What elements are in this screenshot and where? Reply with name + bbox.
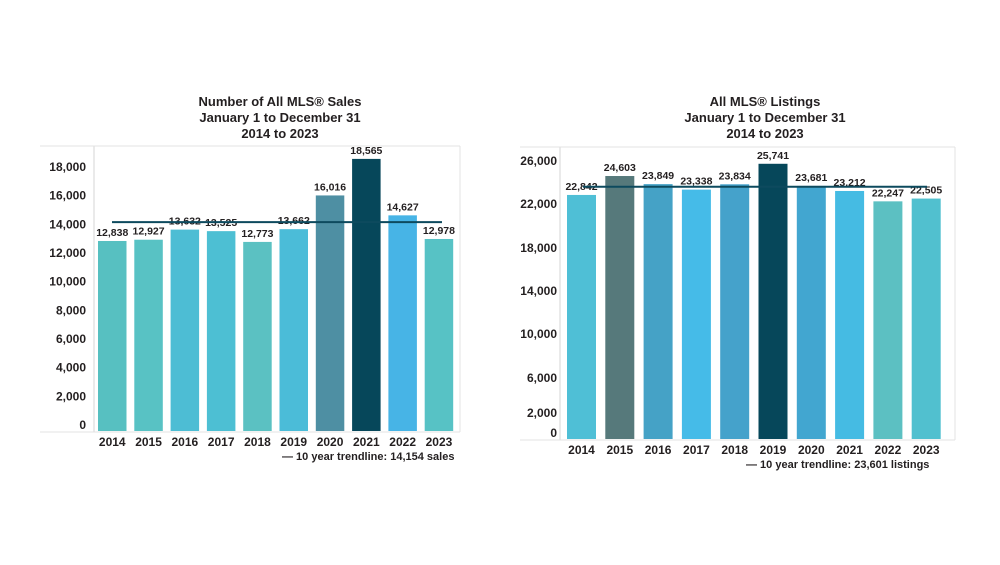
sales-bar [352, 158, 381, 431]
listings-y-tick-label: 10,000 [520, 327, 557, 341]
sales-y-tick-label: 2,000 [56, 389, 86, 403]
listings-y-tick-label: 14,000 [520, 284, 557, 298]
sales-bar [279, 229, 308, 431]
listings-x-tick-label: 2021 [836, 443, 863, 457]
listings-bar-value-label: 22,842 [565, 181, 597, 193]
sales-x-tick-label: 2015 [135, 435, 162, 449]
sales-title-line-2: January 1 to December 31 [199, 110, 361, 125]
sales-y-tick-label: 0 [79, 418, 86, 432]
listings-y-tick-label: 2,000 [527, 406, 557, 420]
sales-bar [98, 240, 127, 431]
listings-bar-value-label: 24,603 [604, 162, 636, 174]
listings-bar-value-label: 23,849 [642, 170, 674, 182]
listings-x-tick-label: 2022 [875, 443, 902, 457]
listings-bar [911, 198, 941, 439]
listings-x-tick-label: 2017 [683, 443, 710, 457]
sales-chart-title: Number of All MLS® Sales January 1 to De… [140, 94, 420, 142]
sales-x-tick-label: 2023 [426, 435, 453, 449]
sales-y-tick-label: 16,000 [49, 189, 86, 203]
sales-bar-value-label: 12,838 [96, 227, 128, 239]
listings-x-tick-label: 2018 [721, 443, 748, 457]
listings-title-line-2: January 1 to December 31 [684, 110, 846, 125]
sales-bar-value-label: 16,016 [314, 181, 346, 193]
sales-bar [170, 229, 200, 431]
listings-bar-value-label: 25,741 [757, 150, 789, 162]
sales-y-tick-label: 12,000 [49, 246, 86, 260]
listings-bar [758, 163, 788, 440]
listings-x-tick-label: 2023 [913, 443, 940, 457]
sales-bar-value-label: 14,627 [387, 201, 419, 213]
listings-y-tick-label: 18,000 [520, 241, 557, 255]
sales-bar-value-label: 12,927 [132, 226, 164, 238]
sales-bar-value-label: 12,773 [241, 228, 273, 240]
listings-x-tick-label: 2014 [568, 443, 595, 457]
listings-bar [567, 194, 596, 439]
sales-x-tick-label: 2020 [317, 435, 344, 449]
listings-bar-value-label: 23,338 [680, 176, 712, 188]
listings-y-tick-label: 26,000 [520, 154, 557, 168]
sales-title-line-3: 2014 to 2023 [241, 126, 319, 141]
sales-trendline-note: — 10 year trendline: 14,154 sales [282, 451, 455, 463]
sales-bar [424, 238, 454, 431]
sales-y-tick-label: 6,000 [56, 332, 86, 346]
sales-bar-value-label: 18,565 [350, 145, 382, 157]
listings-title-line-1: All MLS® Listings [709, 94, 821, 109]
sales-bar [206, 231, 236, 431]
sales-y-tick-label: 8,000 [56, 303, 86, 317]
sales-y-tick-label: 18,000 [49, 160, 86, 174]
listings-bar-value-label: 22,247 [872, 187, 904, 199]
listings-bar [835, 190, 865, 439]
sales-bar-value-label: 12,978 [423, 225, 455, 237]
listings-title-line-3: 2014 to 2023 [726, 126, 804, 141]
listings-bar-value-label: 23,681 [795, 172, 827, 184]
sales-x-tick-label: 2017 [208, 435, 235, 449]
sales-x-tick-label: 2018 [244, 435, 271, 449]
listings-x-tick-label: 2020 [798, 443, 825, 457]
sales-y-tick-label: 14,000 [49, 217, 86, 231]
listings-x-tick-label: 2015 [606, 443, 633, 457]
listings-trendline-note: — 10 year trendline: 23,601 listings [746, 459, 930, 471]
listings-bar [796, 185, 826, 439]
sales-x-tick-label: 2014 [99, 435, 126, 449]
sales-y-tick-label: 4,000 [56, 361, 86, 375]
listings-bar [873, 201, 903, 439]
sales-x-tick-label: 2021 [353, 435, 380, 449]
sales-x-tick-label: 2022 [389, 435, 416, 449]
sales-y-tick-label: 10,000 [49, 275, 86, 289]
listings-bar [605, 176, 635, 439]
sales-x-tick-label: 2019 [280, 435, 307, 449]
listings-bar [643, 184, 673, 439]
listings-bar-value-label: 23,834 [719, 170, 751, 182]
listings-bar [681, 189, 711, 439]
sales-bar-value-label: 13,525 [205, 217, 237, 229]
listings-x-tick-label: 2019 [760, 443, 787, 457]
sales-x-tick-label: 2016 [171, 435, 198, 449]
listings-y-tick-label: 22,000 [520, 197, 557, 211]
sales-bar [315, 195, 345, 431]
listings-y-tick-label: 0 [550, 426, 557, 440]
sales-bar [134, 239, 163, 431]
listings-x-tick-label: 2016 [645, 443, 672, 457]
listings-chart-title: All MLS® Listings January 1 to December … [620, 94, 910, 142]
sales-bar [388, 215, 417, 431]
listings-y-tick-label: 6,000 [527, 371, 557, 385]
sales-bar [243, 241, 272, 431]
listings-bar [720, 184, 750, 439]
sales-title-line-1: Number of All MLS® Sales [198, 94, 362, 109]
